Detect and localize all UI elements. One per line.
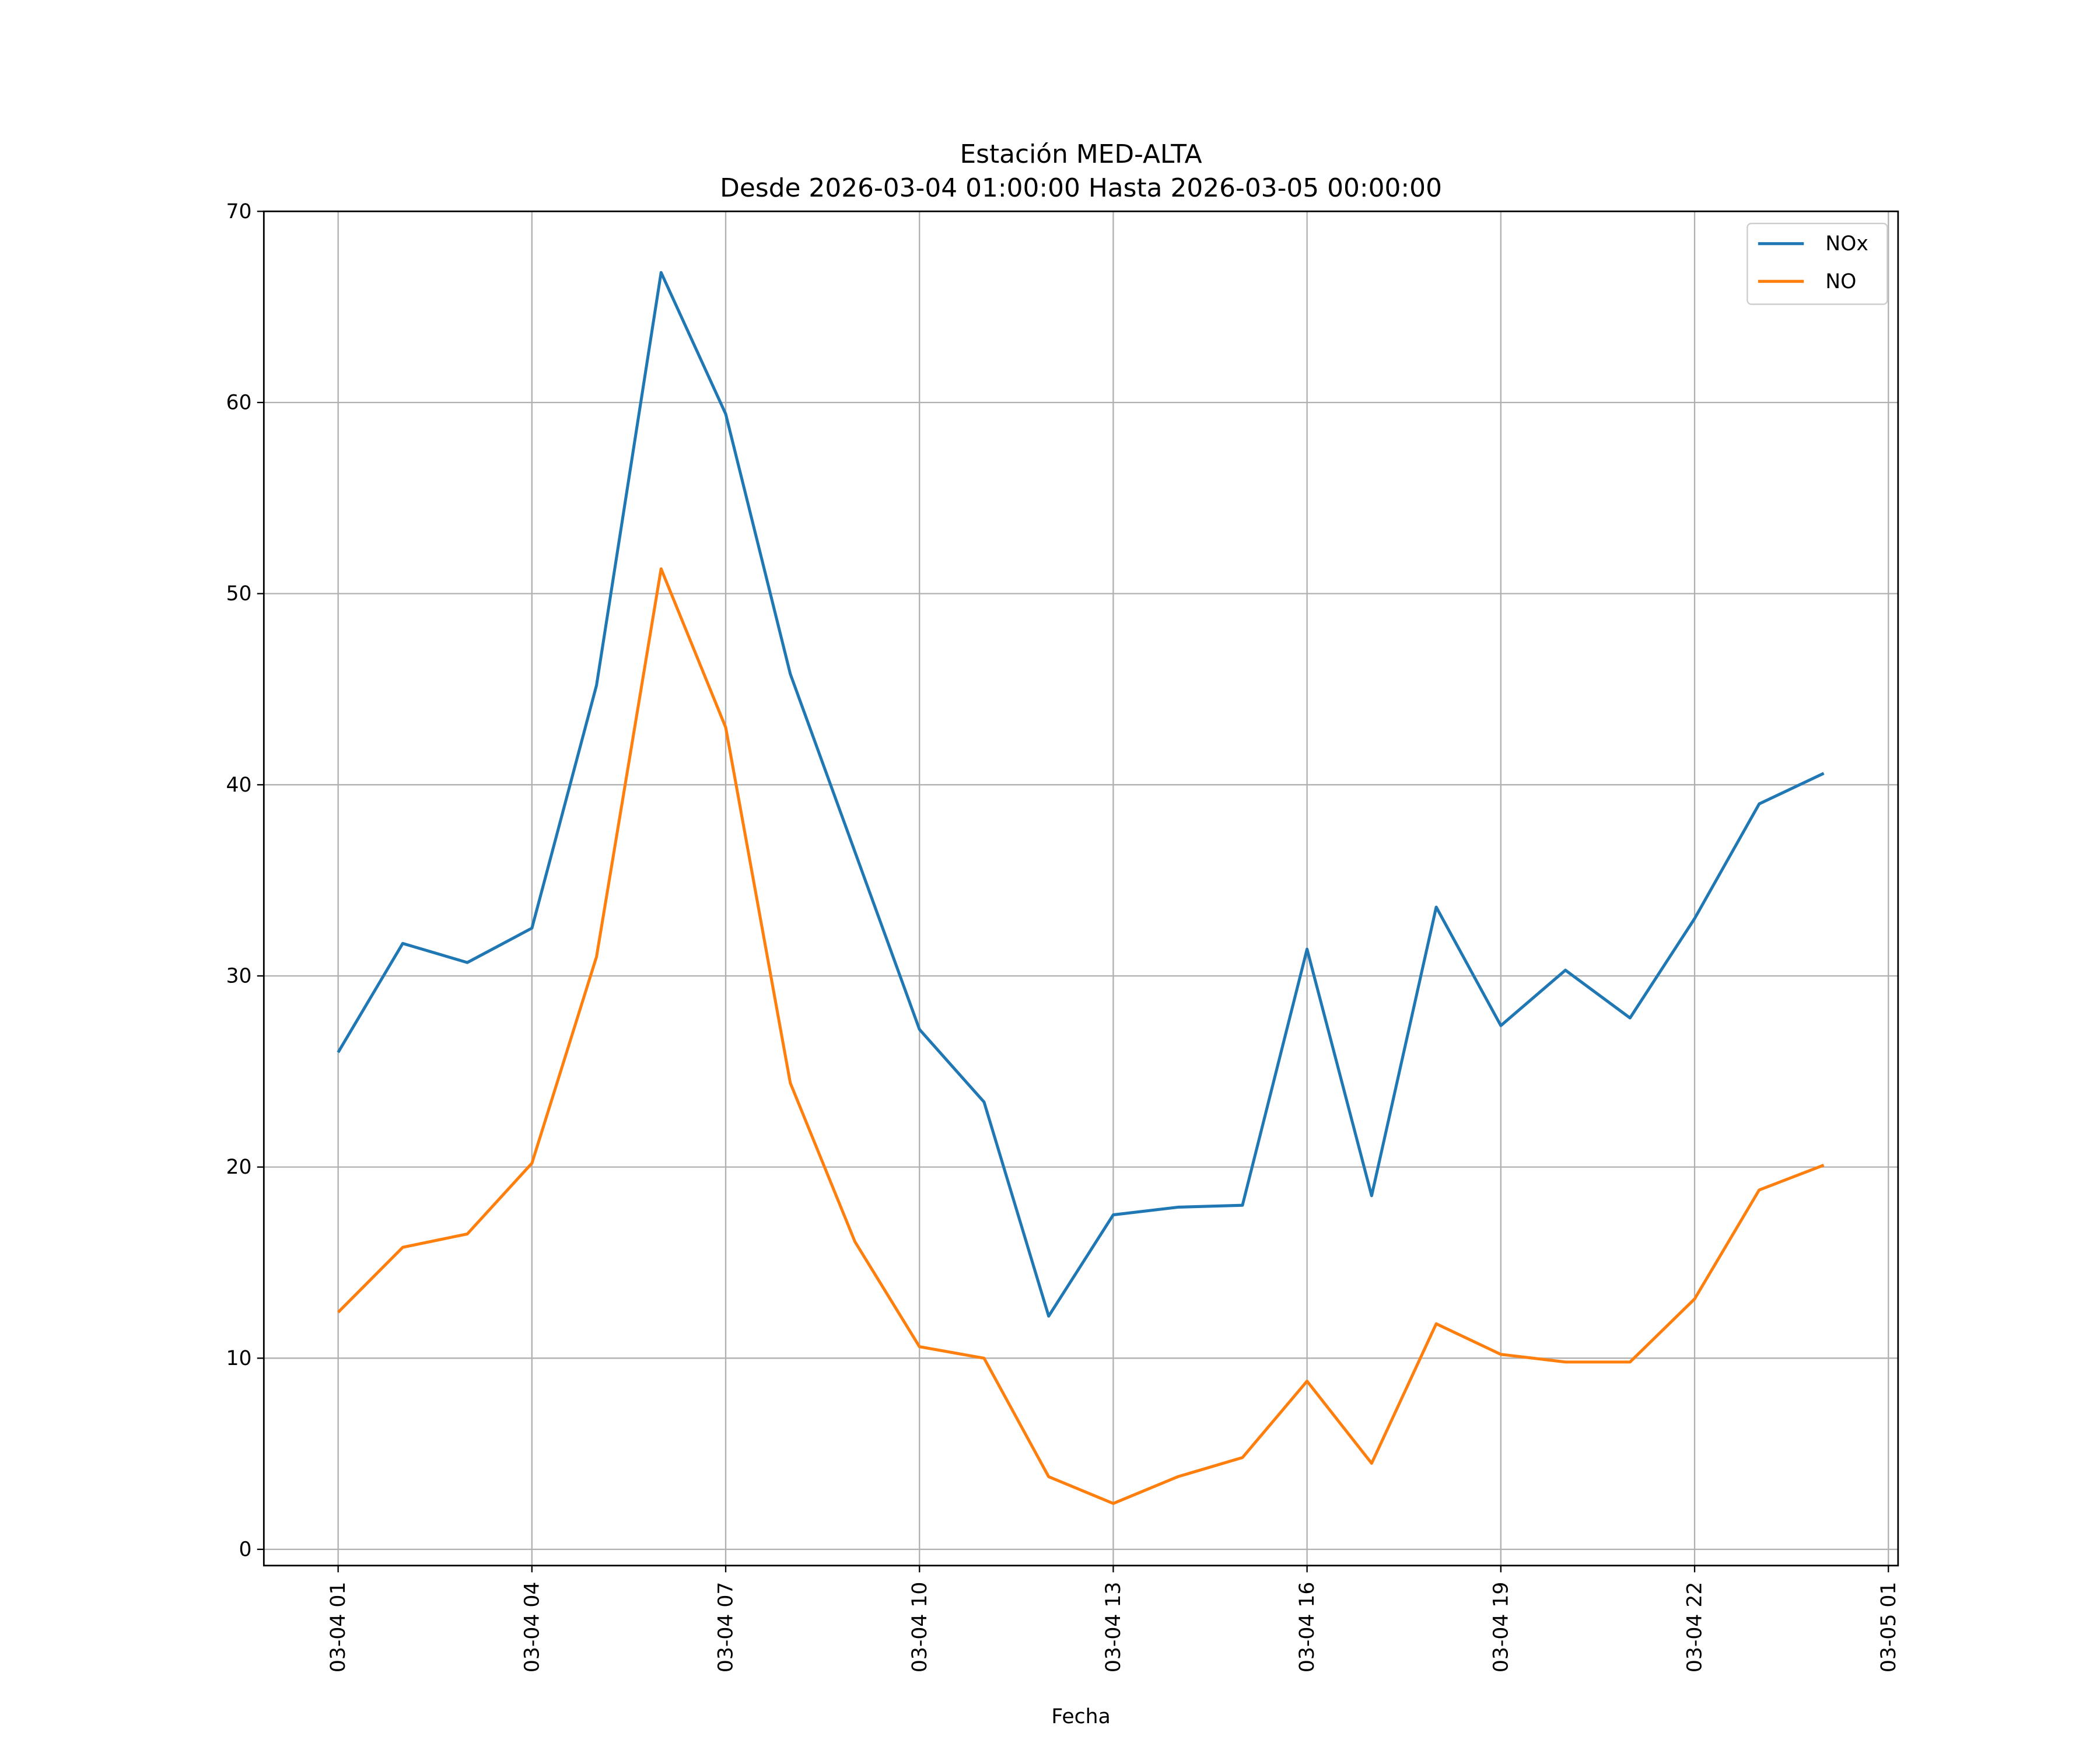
plot-frame: [262, 210, 1899, 1567]
series-line-nox: [337, 271, 1825, 1318]
x-tick-label: 03-04 04: [520, 1582, 544, 1673]
chart-subtitle: Desde 2026-03-04 01:00:00 Hasta 2026-03-…: [720, 173, 1442, 203]
y-tick-label: 40: [226, 774, 251, 797]
x-axis-label: Fecha: [1051, 1705, 1110, 1728]
y-tick-label: 30: [226, 965, 251, 988]
series-line-no: [337, 567, 1825, 1505]
y-tick-label: 70: [226, 200, 251, 223]
legend-label-nox: NOx: [1825, 232, 1868, 256]
x-tick-label: 03-04 10: [908, 1582, 932, 1673]
legend-label-no: NO: [1825, 270, 1856, 293]
x-tick-label: 03-04 07: [715, 1582, 738, 1673]
y-tick-label: 0: [239, 1538, 252, 1562]
x-tick-label: 03-04 01: [327, 1582, 350, 1673]
y-tick-label: 20: [226, 1156, 251, 1179]
series-lines: [337, 271, 1825, 1505]
grid: [264, 211, 1898, 1566]
y-tick-label: 50: [226, 582, 251, 606]
x-tick-label: 03-04 13: [1102, 1582, 1125, 1673]
legend: NOx NO: [1746, 222, 1888, 305]
chart-title: Estación MED-ALTA: [960, 139, 1202, 169]
x-tick-label: 03-05 01: [1877, 1582, 1901, 1673]
y-tick-label: 10: [226, 1347, 251, 1370]
y-axis: 0 10 20 30 40 50 60 70: [226, 200, 264, 1562]
x-axis: 03-04 01 03-04 04 03-04 07 03-04 10 03-04 13…: [327, 1565, 1901, 1673]
y-tick-label: 60: [226, 391, 251, 415]
x-tick-label: 03-04 22: [1684, 1582, 1707, 1673]
x-tick-label: 03-04 16: [1296, 1582, 1319, 1673]
x-tick-label: 03-04 19: [1489, 1582, 1513, 1673]
